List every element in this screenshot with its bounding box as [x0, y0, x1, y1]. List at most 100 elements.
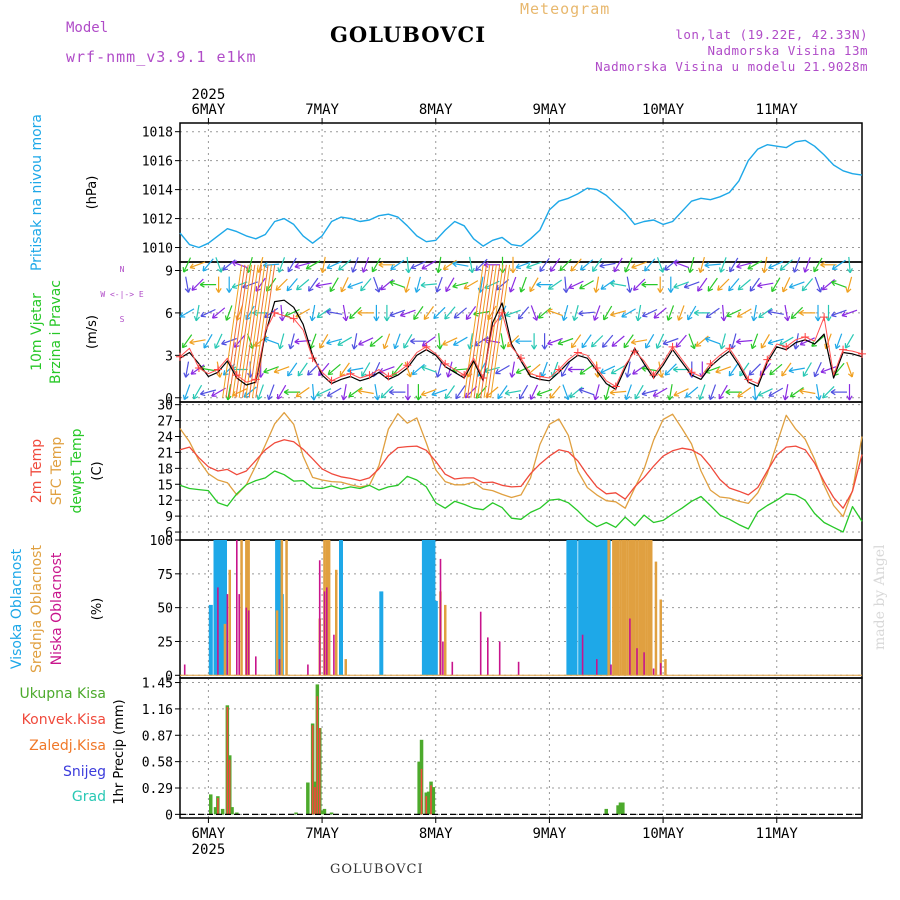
wind-arrow-head [360, 288, 366, 292]
wind-arrow-head [413, 316, 419, 321]
mid-cloud-bar [640, 540, 643, 676]
wind-arrow [189, 261, 206, 269]
wind-arrow [767, 310, 784, 315]
wind-arrow [644, 258, 656, 272]
wind-arrow-head [655, 343, 658, 349]
mid-cloud-bar [612, 540, 615, 676]
wind-arrow [568, 280, 584, 289]
wind-arrow-head [380, 288, 386, 291]
strong-wind-hatch [470, 264, 491, 398]
y-tick-label: 30 [157, 399, 173, 414]
wind-arrow [404, 361, 412, 378]
high-cloud-bar [585, 540, 590, 676]
high-cloud-bar [568, 540, 573, 676]
wind-arrow-head [257, 396, 263, 401]
wind-arrow-head [811, 341, 815, 347]
wind-arrow-head [254, 345, 260, 347]
strong-wind-hatch [245, 264, 266, 398]
wind-arrow-head [804, 268, 809, 273]
wind-arrow-head [296, 288, 302, 291]
top-day-label: 7MAY [305, 102, 339, 118]
wind-arrow-head [726, 315, 732, 318]
wind-gust-marker [441, 359, 450, 368]
y-tick-label: 1012 [142, 213, 173, 228]
wind-arrow-head [185, 373, 190, 378]
mid-cloud-bar [247, 540, 250, 676]
wind-arrow [626, 276, 631, 293]
wind-arrow-head [709, 396, 715, 401]
wind-arrow-head [851, 371, 854, 378]
wind-arrow-head [471, 267, 475, 273]
strong-wind-hatch [248, 264, 269, 398]
wind-arrow [641, 389, 658, 395]
wind-arrow-head [771, 288, 777, 293]
wind-arrow [420, 283, 437, 286]
wind-arrow [748, 363, 761, 376]
wind-arrow-head [375, 316, 380, 322]
wind-arrow-head [592, 315, 595, 321]
wind-arrow-head [820, 287, 823, 293]
wind-arrow [287, 362, 298, 377]
wind-arrow-head [294, 262, 299, 268]
wind-arrow-head [389, 388, 395, 393]
low-cloud-bar [255, 656, 257, 676]
wind-arrow-head [792, 267, 795, 273]
wind-arrow-head [417, 395, 422, 401]
wind-arrow-head [595, 288, 600, 293]
mid-cloud-bar [626, 540, 629, 676]
strong-wind-hatch [222, 264, 243, 398]
wind-arrow-head [751, 345, 757, 350]
low-cloud-bar [581, 634, 584, 676]
wind-arrow-head [410, 340, 416, 345]
wind-arrow-head [673, 394, 680, 397]
high-cloud-bar [599, 540, 604, 676]
wind-arrow-head [222, 370, 226, 376]
wind-arrow [624, 257, 633, 273]
wind-arrow [505, 309, 521, 317]
mid-cloud-bar [285, 540, 288, 676]
wind-arrow [297, 362, 308, 377]
wind-arrow-head [719, 343, 722, 350]
high-cloud-bar [580, 540, 585, 676]
wind-arrow [463, 280, 479, 290]
wind-arrow-head [321, 268, 327, 274]
wind-arrow-head [327, 267, 333, 270]
wind-arrow [695, 335, 709, 347]
mid-cloud-bar [633, 540, 636, 676]
wind-arrow-head [319, 345, 325, 349]
wind-arrow-head [444, 316, 450, 320]
wind-arrow [339, 362, 350, 377]
meteogram-title: Meteogram [520, 0, 611, 18]
wind-arrow-head [445, 396, 451, 400]
wind-arrow-head [561, 373, 567, 377]
wind-arrow [656, 333, 665, 349]
low-cloud-bar [442, 641, 444, 676]
wind-arrow [664, 363, 677, 376]
wind-arrow-head [326, 309, 332, 313]
wind-arrow-head [641, 284, 647, 288]
wind-arrow-head [536, 284, 542, 288]
mid-cloud-bar [645, 540, 648, 676]
wind-arrow-head [803, 267, 806, 273]
mid-cloud-bar [619, 540, 622, 676]
precip-legend-label: Snijeg [63, 764, 106, 780]
wind-arrow-head [704, 338, 709, 343]
wind-arrow-head [307, 373, 313, 376]
wind-arrow-head [699, 268, 705, 274]
wind-arrow-head [689, 268, 694, 274]
wind-gust-marker [706, 359, 715, 368]
wind-arrow-head [687, 316, 693, 321]
wind-arrow-head [382, 343, 385, 349]
total-precip-bar [322, 808, 327, 815]
wind-arrow-head [424, 316, 430, 321]
strong-wind-hatch [490, 264, 511, 398]
wind-arrow-head [590, 341, 594, 347]
wind-arrow-head [231, 261, 236, 267]
low-cloud-bar [333, 634, 335, 676]
strong-wind-hatch [242, 264, 262, 398]
wind-arrow-head [420, 284, 426, 289]
wind-arrow [605, 384, 611, 400]
wind-arrow-head [442, 264, 446, 270]
wind-arrow-head [820, 264, 826, 268]
wind-gust-marker [535, 372, 544, 381]
